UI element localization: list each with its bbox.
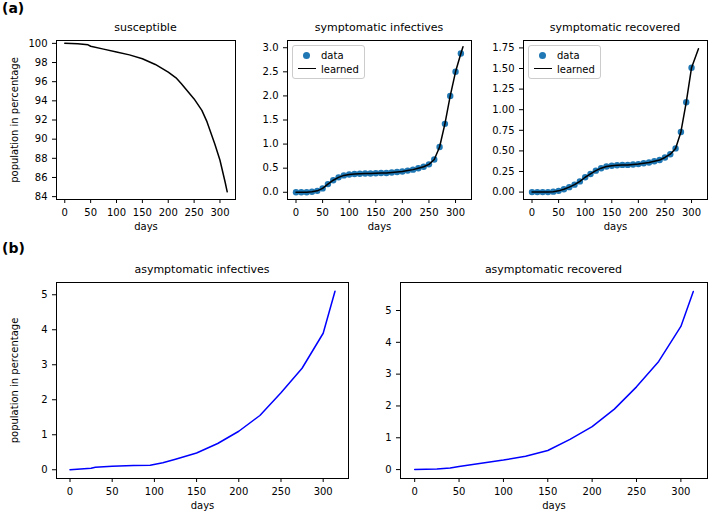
svg-text:4: 4 (41, 324, 47, 335)
svg-text:0.5: 0.5 (263, 162, 279, 173)
html-text:asymptomatic recovered: asymptomatic recovered (484, 263, 623, 276)
html-text:(b): (b) (2, 240, 25, 256)
svg-text:0: 0 (385, 464, 391, 475)
svg-text:150: 150 (133, 207, 152, 218)
svg-text:96: 96 (35, 76, 48, 87)
svg-text:100: 100 (107, 207, 126, 218)
html-text:symptomatic infectives: symptomatic infectives (314, 21, 444, 34)
svg-text:days: days (604, 221, 628, 232)
svg-text:300: 300 (671, 486, 690, 497)
svg-text:86: 86 (35, 172, 48, 183)
svg-text:150: 150 (187, 486, 206, 497)
svg-text:4: 4 (385, 337, 391, 348)
svg-text:0: 0 (293, 207, 299, 218)
svg-text:1.5: 1.5 (263, 114, 279, 125)
svg-text:90: 90 (35, 133, 48, 144)
svg-text:0: 0 (41, 464, 47, 475)
svg-text:300: 300 (446, 207, 465, 218)
svg-text:50: 50 (316, 207, 329, 218)
html-text:data: data (557, 49, 580, 61)
svg-text:300: 300 (314, 486, 333, 497)
svg-text:0.0: 0.0 (263, 186, 279, 197)
svg-text:200: 200 (229, 486, 248, 497)
svg-text:94: 94 (35, 95, 48, 106)
html-text:(a): (a) (2, 0, 25, 16)
svg-text:98: 98 (35, 57, 48, 68)
svg-text:100: 100 (340, 207, 359, 218)
svg-text:150: 150 (538, 486, 557, 497)
svg-text:1.00: 1.00 (492, 104, 514, 115)
html-text:learned: learned (557, 63, 595, 75)
svg-text:2.0: 2.0 (263, 90, 279, 101)
html-text:susceptible: susceptible (114, 21, 177, 34)
svg-text:300: 300 (682, 207, 701, 218)
svg-text:1.25: 1.25 (492, 83, 514, 94)
svg-text:5: 5 (385, 305, 391, 316)
svg-text:0.50: 0.50 (492, 145, 514, 156)
svg-text:0: 0 (62, 207, 68, 218)
svg-text:50: 50 (84, 207, 97, 218)
svg-text:1.0: 1.0 (263, 138, 279, 149)
svg-text:days: days (134, 221, 158, 232)
svg-text:0: 0 (67, 486, 73, 497)
svg-text:50: 50 (552, 207, 565, 218)
svg-text:100: 100 (494, 486, 513, 497)
svg-text:84: 84 (35, 191, 48, 202)
svg-text:days: days (191, 500, 215, 511)
svg-text:250: 250 (271, 486, 290, 497)
svg-text:92: 92 (35, 114, 48, 125)
svg-text:population in percentage: population in percentage (9, 57, 20, 183)
svg-text:250: 250 (185, 207, 204, 218)
svg-text:0: 0 (412, 486, 418, 497)
svg-text:200: 200 (583, 486, 602, 497)
svg-text:250: 250 (655, 207, 674, 218)
html-text:learned: learned (321, 63, 359, 75)
svg-text:200: 200 (393, 207, 412, 218)
svg-text:1: 1 (385, 432, 391, 443)
svg-text:1.75: 1.75 (492, 42, 514, 53)
svg-text:3: 3 (385, 368, 391, 379)
svg-text:200: 200 (159, 207, 178, 218)
svg-text:1: 1 (41, 429, 47, 440)
svg-text:3.0: 3.0 (263, 42, 279, 53)
svg-text:200: 200 (629, 207, 648, 218)
svg-text:100: 100 (145, 486, 164, 497)
svg-text:2: 2 (385, 400, 391, 411)
svg-text:2: 2 (41, 394, 47, 405)
svg-text:0: 0 (529, 207, 535, 218)
svg-text:1.50: 1.50 (492, 63, 514, 74)
svg-text:2.5: 2.5 (263, 66, 279, 77)
svg-text:days: days (542, 500, 566, 511)
svg-text:50: 50 (453, 486, 466, 497)
html-text:symptomatic recovered: symptomatic recovered (549, 21, 681, 34)
svg-text:3: 3 (41, 359, 47, 370)
svg-text:5: 5 (41, 289, 47, 300)
html-text:data: data (321, 49, 344, 61)
svg-text:population in percentage: population in percentage (9, 318, 20, 444)
svg-text:250: 250 (419, 207, 438, 218)
svg-text:150: 150 (602, 207, 621, 218)
svg-text:0.25: 0.25 (492, 166, 514, 177)
svg-text:150: 150 (366, 207, 385, 218)
html-text:asymptomatic infectives: asymptomatic infectives (134, 263, 270, 276)
svg-text:88: 88 (35, 153, 48, 164)
svg-text:days: days (368, 221, 392, 232)
svg-text:100: 100 (28, 38, 47, 49)
svg-text:250: 250 (627, 486, 646, 497)
svg-text:100: 100 (576, 207, 595, 218)
svg-text:300: 300 (210, 207, 229, 218)
svg-text:0.75: 0.75 (492, 124, 514, 135)
svg-text:50: 50 (106, 486, 119, 497)
svg-text:0.00: 0.00 (492, 186, 514, 197)
